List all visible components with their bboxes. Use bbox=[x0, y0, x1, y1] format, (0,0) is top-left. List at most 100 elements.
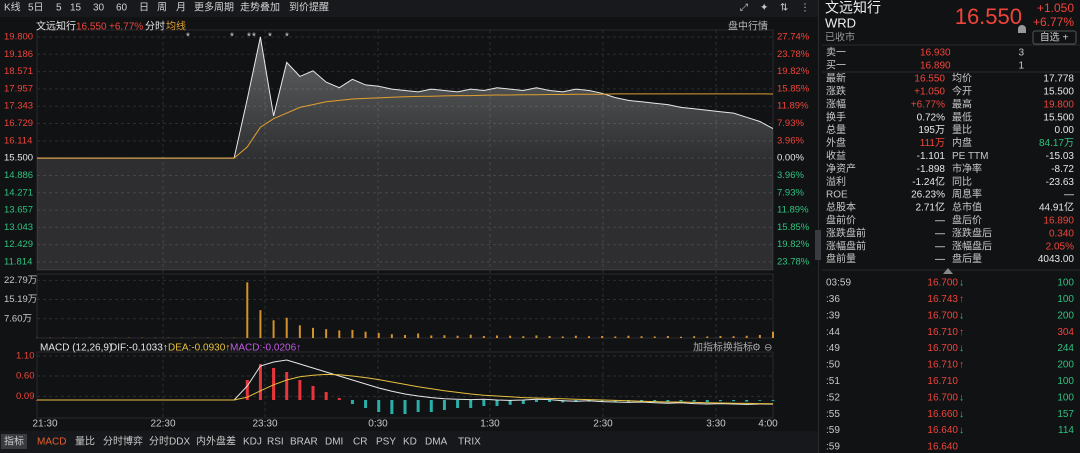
y-tick-label: 17.957 bbox=[4, 83, 33, 94]
macd-tick-label: 0.60 bbox=[16, 371, 35, 382]
volume-bar bbox=[706, 336, 709, 338]
macd-bar bbox=[456, 400, 460, 408]
toolbar-item[interactable]: 到价提醒 bbox=[289, 2, 329, 14]
quote-symbol: WRD bbox=[825, 15, 856, 30]
tab[interactable]: BRAR bbox=[290, 437, 318, 448]
trade-time: :59 bbox=[826, 425, 840, 436]
stat-label: 溢利 bbox=[826, 175, 846, 188]
stat-value: 15.500 bbox=[1043, 87, 1074, 98]
toolbar-item[interactable]: 5 bbox=[56, 3, 62, 14]
tab[interactable]: 指标 bbox=[4, 435, 24, 448]
event-marker[interactable]: * bbox=[268, 32, 272, 43]
icon[interactable]: ⇅ bbox=[780, 3, 788, 14]
toolbar-item[interactable]: 月 bbox=[176, 2, 186, 14]
volume-bar bbox=[758, 334, 761, 338]
mode-label: 分时 bbox=[145, 21, 165, 33]
gear-icon[interactable]: ⚙ bbox=[752, 343, 761, 354]
volume-bar bbox=[456, 335, 459, 338]
stat-value: 4043.00 bbox=[1038, 254, 1075, 265]
tab[interactable]: KD bbox=[403, 437, 417, 448]
tab[interactable]: DMI bbox=[325, 437, 343, 448]
quote-name: 文远知行 bbox=[825, 0, 881, 16]
macd-bar bbox=[600, 400, 604, 402]
y-tick-label: 15.500 bbox=[4, 153, 33, 164]
tab[interactable]: 分时博弈 bbox=[103, 435, 143, 448]
macd-bar bbox=[469, 400, 473, 408]
stat-label: 周息率 bbox=[952, 188, 982, 201]
toolbar-item[interactable]: 60 bbox=[116, 3, 128, 14]
toolbar-item[interactable]: 周 bbox=[157, 2, 167, 14]
volume-bar bbox=[561, 336, 564, 338]
stat-label: 均价 bbox=[952, 73, 972, 85]
toolbar-item[interactable]: 更多周期 bbox=[194, 1, 234, 14]
icon[interactable]: ⋮ bbox=[800, 3, 810, 14]
tab[interactable]: PSY bbox=[376, 437, 396, 448]
stat-label: 涨跌 bbox=[826, 85, 846, 98]
stat-value: 111万 bbox=[920, 138, 945, 149]
stat-value: — bbox=[935, 241, 945, 252]
tab[interactable]: 内外盘差 bbox=[196, 435, 236, 448]
volume-bar bbox=[298, 325, 301, 338]
tab[interactable]: DMA bbox=[425, 437, 448, 448]
x-tick-label: 0:30 bbox=[368, 419, 388, 430]
trade-price: 16.710 bbox=[927, 360, 958, 371]
volume-bar bbox=[259, 310, 262, 338]
book-price: 16.890 bbox=[920, 61, 951, 72]
tab[interactable]: MACD bbox=[37, 437, 66, 448]
trade-time: :51 bbox=[826, 376, 840, 387]
tab[interactable]: KDJ bbox=[243, 437, 262, 448]
macd-bar bbox=[771, 400, 775, 401]
event-marker[interactable]: * bbox=[285, 32, 289, 43]
bell-icon[interactable] bbox=[1018, 25, 1026, 33]
toolbar-item[interactable]: 5日 bbox=[28, 3, 44, 14]
volume-bar bbox=[390, 334, 393, 338]
volume-bar bbox=[364, 331, 367, 338]
toolbar-item[interactable]: 15 bbox=[70, 3, 82, 14]
icon[interactable]: ⤢ bbox=[740, 3, 748, 14]
indicator-button[interactable]: 加指标 bbox=[693, 341, 723, 354]
tab[interactable]: 分时DDX bbox=[149, 436, 190, 448]
stat-value: -8.72 bbox=[1051, 164, 1074, 175]
stat-label: 同比 bbox=[952, 176, 972, 188]
dea-label: DEA:-0.0930↑ bbox=[168, 343, 230, 354]
stat-value: 16.550 bbox=[914, 74, 945, 85]
volume-bar bbox=[482, 335, 485, 338]
volume-bar bbox=[680, 336, 682, 338]
macd-bar bbox=[324, 392, 328, 400]
volume-tick-label: 15.19万 bbox=[4, 294, 37, 305]
toolbar-item[interactable]: K线 bbox=[4, 1, 21, 14]
watch-label[interactable]: 自选 + bbox=[1040, 31, 1069, 44]
volume-bar bbox=[469, 334, 472, 338]
close-icon[interactable]: ⊖ bbox=[764, 343, 772, 354]
toolbar-item[interactable]: 走势叠加 bbox=[240, 1, 280, 14]
collapse-icon[interactable] bbox=[943, 268, 953, 274]
volume-bar bbox=[430, 335, 433, 338]
tab[interactable]: TRIX bbox=[458, 437, 481, 448]
macd-bar bbox=[705, 400, 709, 402]
trade-price: 16.700 bbox=[927, 392, 958, 403]
toolbar-item[interactable]: 30 bbox=[93, 3, 105, 14]
resize-handle[interactable] bbox=[815, 230, 821, 260]
tab[interactable]: RSI bbox=[267, 437, 284, 448]
x-tick-label: 21:30 bbox=[32, 419, 57, 430]
trade-arrow: ↓ bbox=[959, 310, 964, 321]
toolbar-item[interactable]: 日 bbox=[139, 3, 149, 14]
macd-bar bbox=[692, 400, 696, 402]
watch-button[interactable] bbox=[1032, 30, 1077, 45]
y2-tick-label: 11.89% bbox=[777, 101, 809, 112]
macd-bar bbox=[258, 364, 262, 400]
volume-bar bbox=[285, 317, 288, 338]
indicator-button[interactable]: 换指标 bbox=[723, 341, 753, 354]
book-label: 卖一 bbox=[826, 47, 846, 59]
stat-label: 总股本 bbox=[826, 201, 856, 214]
icon[interactable]: ✦ bbox=[760, 3, 768, 14]
x-tick-label: 4:00 bbox=[758, 419, 778, 430]
panel-button[interactable]: 盘中行情 bbox=[728, 20, 768, 33]
tab[interactable]: 量比 bbox=[75, 436, 95, 448]
stat-value: +1.050 bbox=[914, 87, 945, 98]
event-marker[interactable]: * bbox=[230, 32, 234, 43]
trade-time: :39 bbox=[826, 310, 840, 321]
stat-label: 最新 bbox=[826, 72, 846, 85]
macd-bar bbox=[285, 372, 289, 400]
tab[interactable]: CR bbox=[353, 437, 367, 448]
